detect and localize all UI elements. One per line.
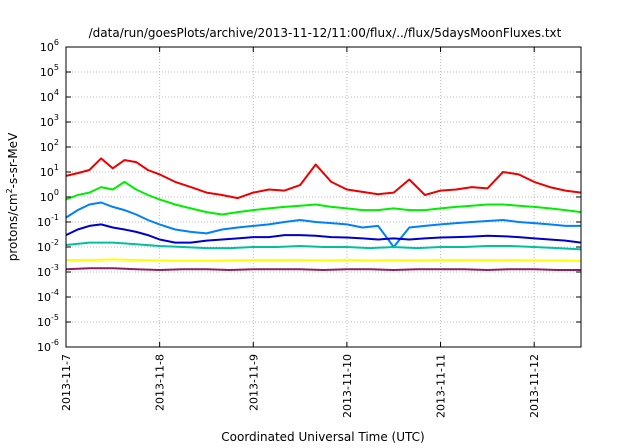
y-axis-title-base: protons/cm: [6, 193, 20, 261]
y-tick-exp: 1: [54, 163, 59, 172]
series-line-4: [65, 223, 582, 244]
series-line-5: [65, 241, 582, 251]
y-tick-base: 10: [37, 241, 51, 254]
y-tick-base: 10: [37, 216, 51, 229]
y-tick-label: 104: [40, 88, 59, 104]
y-tick-exp: 6: [54, 38, 59, 47]
series-layer: [65, 157, 582, 271]
y-tick-exp: 5: [54, 63, 59, 72]
x-tick-label: 2013-11-12: [528, 354, 541, 418]
y-axis-title-rest: -s-sr-MeV: [6, 132, 20, 188]
y-tick-base: 10: [37, 341, 51, 354]
y-tick-label: 106: [40, 38, 59, 54]
y-tick-base: 10: [40, 141, 54, 154]
y-tick-exp: 0: [54, 188, 59, 197]
y-tick-exp: -2: [51, 238, 59, 247]
y-tick-base: 10: [40, 66, 54, 79]
y-tick-exp: 3: [54, 113, 59, 122]
y-tick-base: 10: [37, 266, 51, 279]
y-tick-base: 10: [40, 191, 54, 204]
y-tick-exp: -6: [51, 338, 59, 347]
y-tick-label: 10-1: [37, 213, 59, 229]
series-line-2: [65, 180, 582, 216]
y-tick-label: 105: [40, 63, 59, 79]
x-tick-label: 2013-11-11: [435, 354, 448, 418]
plot-frame: [65, 46, 582, 348]
y-tick-exp: -1: [51, 213, 59, 222]
y-tick-base: 10: [37, 316, 51, 329]
y-tick-exp: 2: [54, 138, 59, 147]
y-tick-base: 10: [37, 291, 51, 304]
y-tick-label: 10-5: [37, 313, 59, 329]
y-axis-title-sup: 2: [5, 188, 14, 193]
x-axis: 2013-11-7 2013-11-8 2013-11-9 2013-11-10 201…: [60, 47, 541, 418]
chart-title: /data/run/goesPlots/archive/2013-11-12/1…: [89, 26, 562, 40]
y-tick-base: 10: [40, 91, 54, 104]
series-line-6: [66, 258, 582, 262]
x-tick-label: 2013-11-8: [154, 354, 167, 411]
y-tick-label: 10-6: [37, 338, 59, 354]
y-tick-label: 10-3: [37, 263, 59, 279]
y-tick-base: 10: [40, 166, 54, 179]
y-tick-label: 10-4: [37, 288, 59, 304]
grid-lines: [66, 47, 581, 347]
y-tick-label: 103: [40, 113, 59, 129]
y-tick-label: 10-2: [37, 238, 59, 254]
y-tick-exp: -4: [51, 288, 59, 297]
y-tick-label: 101: [40, 163, 59, 179]
y-tick-base: 10: [40, 116, 54, 129]
x-tick-label: 2013-11-9: [247, 354, 260, 411]
x-tick-label: 2013-11-7: [60, 354, 73, 411]
y-tick-exp: -3: [51, 263, 59, 272]
y-tick-exp: 4: [54, 88, 59, 97]
y-axis: 10-610-510-410-310-210-11001011021031041…: [37, 38, 581, 354]
y-tick-exp: -5: [51, 313, 59, 322]
y-tick-base: 10: [40, 41, 54, 54]
y-tick-label: 100: [40, 188, 59, 204]
series-line-3: [65, 201, 581, 248]
x-axis-title: Coordinated Universal Time (UTC): [221, 430, 424, 444]
x-tick-label: 2013-11-10: [341, 354, 354, 418]
y-axis-title: protons/cm2-s-sr-MeV: [5, 132, 20, 261]
series-line-7: [65, 267, 581, 271]
y-tick-label: 102: [40, 138, 59, 154]
series-line-1: [65, 157, 582, 200]
